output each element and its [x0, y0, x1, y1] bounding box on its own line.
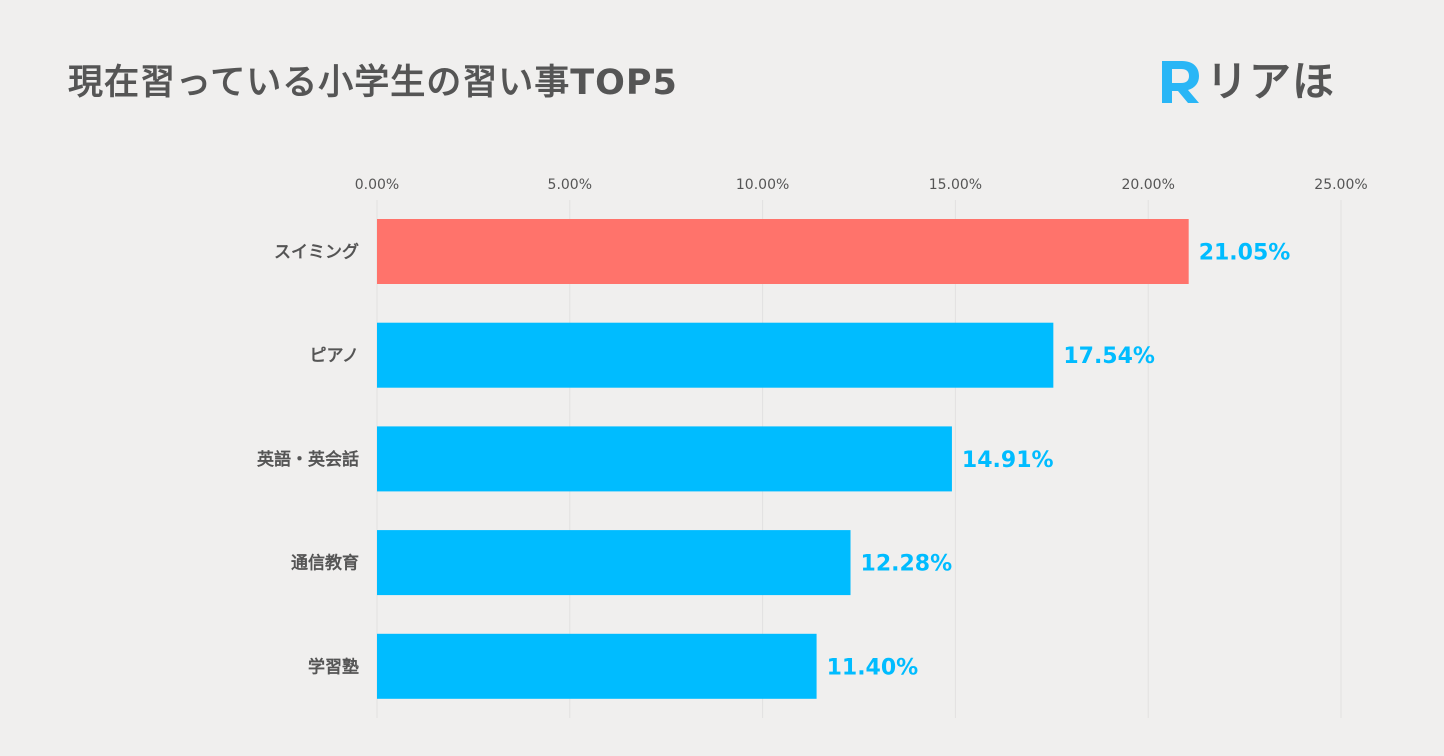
data-label: 12.28% [861, 552, 953, 577]
data-label: 17.54% [1063, 344, 1155, 369]
x-tick-label: 15.00% [929, 177, 982, 193]
brand-logo: リアほ [1158, 56, 1335, 108]
category-label: 英語・英会話 [257, 449, 359, 470]
bar [377, 530, 851, 596]
x-axis-ticks: 0.00% 5.00% 10.00% 15.00% 20.00% 25.00% [355, 177, 1368, 193]
bars [377, 219, 1189, 699]
chart-title: 現在習っている小学生の習い事TOP5 [68, 63, 678, 103]
brand-logo-text: リアほ [1206, 57, 1336, 106]
x-tick-label: 25.00% [1314, 177, 1367, 193]
category-label: 学習塾 [308, 656, 359, 677]
data-label: 11.40% [827, 655, 919, 680]
x-tick-label: 20.00% [1122, 177, 1175, 193]
bar [377, 322, 1054, 388]
category-label: ピアノ [310, 346, 359, 366]
x-tick-label: 5.00% [548, 177, 592, 193]
bar [377, 426, 952, 492]
category-label: スイミング [274, 242, 359, 263]
x-tick-label: 10.00% [736, 177, 789, 193]
data-labels: 21.05% 17.54% 14.91% 12.28% 11.40% [827, 241, 1291, 681]
bar [377, 219, 1189, 284]
x-tick-label: 0.00% [355, 177, 399, 193]
category-label: 通信教育 [291, 553, 359, 574]
r-letter-logo-icon [1162, 61, 1199, 103]
data-label: 21.05% [1199, 241, 1291, 266]
bar [377, 633, 817, 699]
data-label: 14.91% [962, 448, 1054, 473]
